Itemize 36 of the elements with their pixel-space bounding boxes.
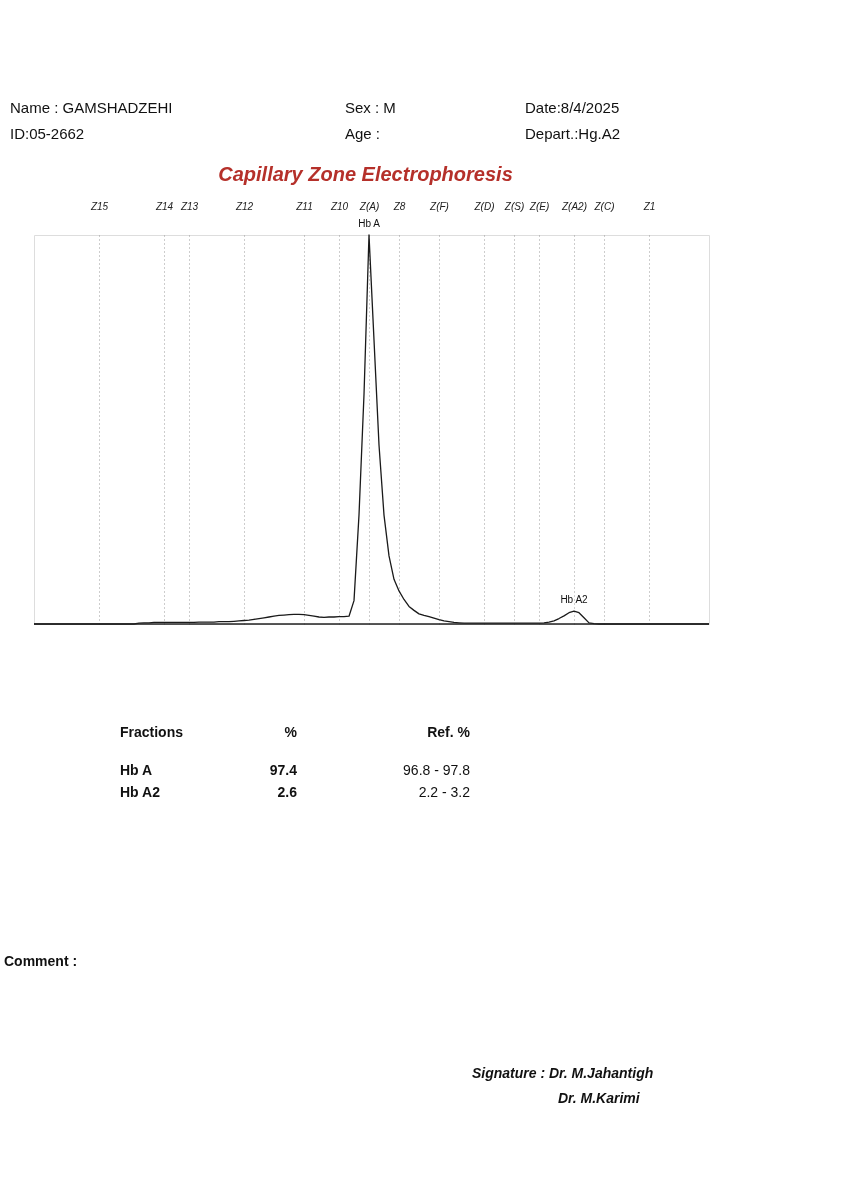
text: % — [284, 724, 298, 740]
x-tick-label: Z11 — [295, 200, 313, 212]
x-tick-label: Z8 — [392, 200, 406, 212]
x-tick-label: Z(E) — [528, 200, 550, 212]
text: Comment : — [4, 953, 78, 969]
text: 2.6 — [277, 784, 298, 800]
x-tick-label: Z(D) — [473, 200, 495, 212]
x-tick-label: Z(A2) — [561, 200, 587, 212]
text: 97.4 — [269, 762, 298, 778]
text: 2.2 - 3.2 — [418, 784, 471, 800]
text: Signature : Dr. M.Jahantigh — [472, 1065, 654, 1081]
x-tick-label: Z(F) — [429, 200, 449, 212]
x-tick-label: Z14 — [154, 200, 174, 212]
x-tick-label: Z12 — [234, 200, 254, 212]
text: Fractions — [120, 724, 184, 740]
chart-title: Capillary Zone Electrophoresis — [218, 163, 513, 185]
annotation: Hb A2 — [560, 594, 589, 606]
annotation: Hb A — [358, 218, 381, 229]
text: Hb A2 — [120, 784, 161, 800]
x-tick-label: Z1 — [642, 200, 656, 212]
x-tick-label: Z(S) — [503, 200, 525, 212]
x-tick-label: Z13 — [179, 200, 199, 212]
text: Hb A — [120, 762, 153, 778]
text: Ref. % — [427, 724, 471, 740]
text: ID:05-2662 — [10, 125, 85, 142]
text: Age : — [345, 125, 381, 142]
text: Depart.:Hg.A2 — [525, 125, 621, 142]
x-tick-label: Z(C) — [593, 200, 615, 212]
text: 96.8 - 97.8 — [403, 762, 471, 778]
text: Date:8/4/2025 — [525, 99, 620, 116]
text: Name : GAMSHADZEHI — [10, 99, 173, 116]
text: Dr. M.Karimi — [558, 1090, 641, 1106]
x-tick-label: Z10 — [329, 200, 349, 212]
x-tick-label: Z15 — [89, 200, 109, 212]
x-tick-label: Z(A) — [358, 200, 380, 212]
text: Sex : M — [345, 99, 396, 116]
